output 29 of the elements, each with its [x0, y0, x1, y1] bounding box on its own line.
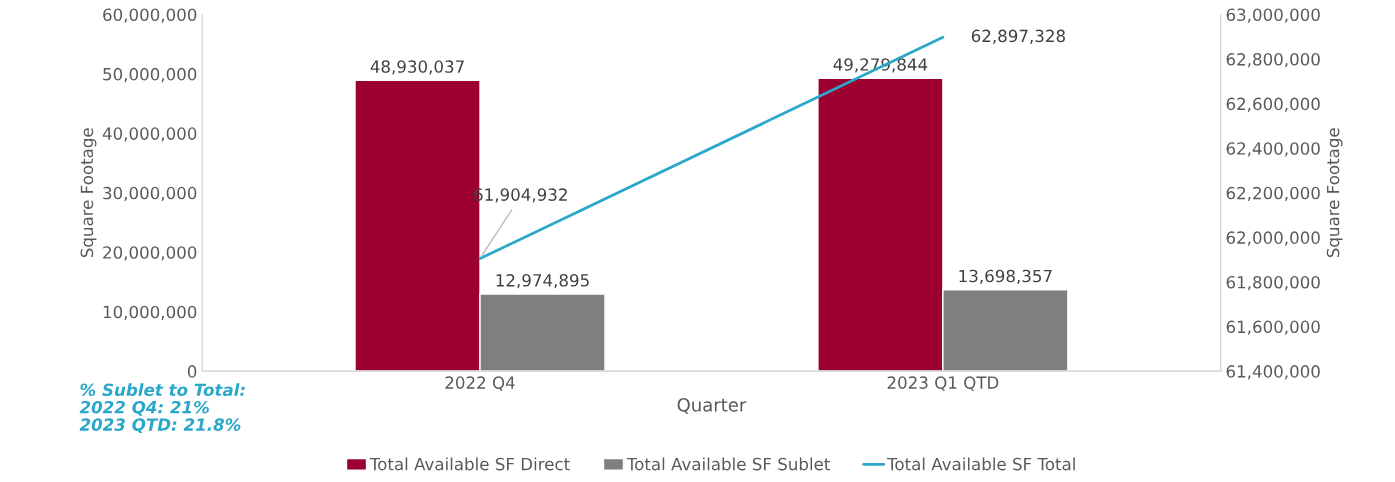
x-tick-label: 2022 Q4	[445, 376, 515, 391]
y-tick-label: 0	[187, 365, 197, 378]
y2-tick-label: 63,000,000	[1226, 8, 1320, 23]
y2-tick-label: 62,600,000	[1226, 97, 1320, 112]
legend-label: Total Available SF Direct	[369, 457, 570, 471]
y-tick-label: 30,000,000	[103, 186, 197, 202]
y2-tick-label: 61,600,000	[1226, 320, 1320, 335]
y-axis-title: Square Footage	[80, 128, 97, 258]
y2-tick-label: 61,400,000	[1226, 365, 1320, 380]
y-tick-label: 10,000,000	[103, 305, 197, 320]
y2-tick-label: 61,800,000	[1226, 275, 1320, 291]
y2-tick-label: 62,800,000	[1226, 53, 1320, 68]
y-tick-label: 20,000,000	[103, 246, 197, 261]
y2-tick-label: 62,200,000	[1226, 186, 1320, 202]
data-label: 12,974,895	[496, 274, 589, 289]
x-axis-title: Quarter	[677, 398, 747, 414]
y-tick-label: 60,000,000	[103, 8, 197, 23]
data-label: 48,930,037	[370, 60, 464, 75]
legend-label: Total Available SF Total	[887, 457, 1075, 471]
legend-label: Total Available SF Sublet	[626, 457, 830, 471]
y-tick-label: 40,000,000	[102, 127, 197, 142]
text: % Sublet to Total: 2022 Q4: 21% 2023 QTD: 21.8%	[79, 383, 245, 434]
y2-tick-label: 62,400,000	[1226, 142, 1320, 157]
data-label: 13,698,357	[959, 269, 1052, 285]
x-tick-label: 2023 Q1 QTD	[887, 376, 999, 391]
y2-axis-title: Square Footage	[1326, 128, 1343, 258]
y-tick-label: 50,000,000	[103, 67, 197, 83]
data-label: 62,897,328	[971, 29, 1065, 44]
y2-tick-label: 62,000,000	[1226, 231, 1320, 246]
